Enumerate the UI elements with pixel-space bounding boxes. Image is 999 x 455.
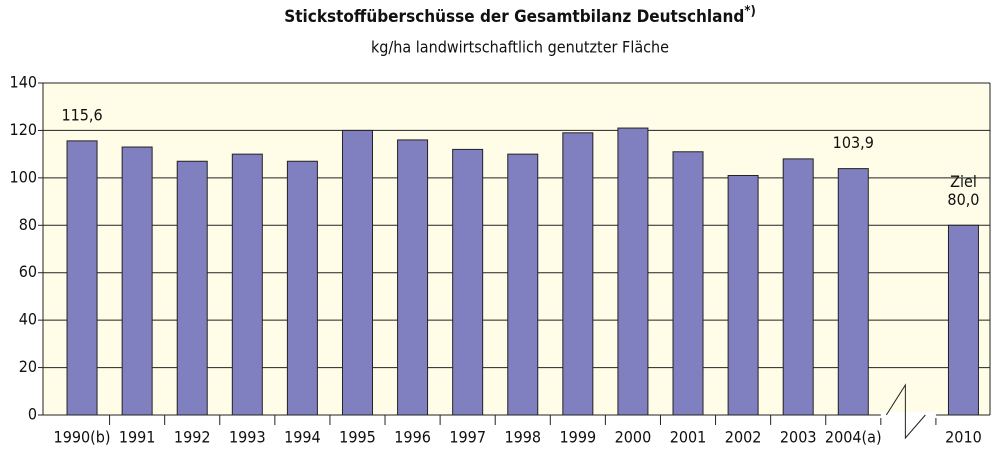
title-text: Stickstoffüberschüsse der Gesamtbilanz D… — [284, 7, 744, 27]
x-tick-label: 1998 — [504, 428, 541, 447]
bar — [397, 139, 429, 416]
bar — [286, 160, 318, 416]
x-tick-label: 1996 — [394, 428, 431, 447]
axis-break-gap — [878, 412, 938, 418]
bar — [947, 224, 979, 416]
x-tick-label: 1990(b) — [54, 428, 111, 447]
x-tick-label: 2002 — [725, 428, 762, 447]
value-label: 103,9 — [833, 133, 874, 152]
bar — [66, 140, 98, 416]
x-tick-label: 2010 — [945, 428, 982, 447]
x-tick-label: 2003 — [780, 428, 817, 447]
bar — [727, 174, 759, 416]
chart-title: Stickstoffüberschüsse der Gesamtbilanz D… — [284, 4, 756, 28]
bar — [672, 151, 704, 416]
y-tick-label: 80 — [19, 215, 37, 234]
x-tick-label: 2004(a) — [825, 428, 882, 447]
x-tick-label: 2000 — [615, 428, 652, 447]
chart-subtitle: kg/ha landwirtschaftlich genutzter Fläch… — [371, 38, 669, 57]
bar — [231, 153, 263, 416]
bar — [782, 158, 814, 416]
bar — [452, 148, 484, 416]
bar — [617, 127, 649, 416]
bar — [507, 153, 539, 416]
bar — [562, 132, 594, 416]
value-label: 115,6 — [61, 105, 102, 124]
bar — [176, 160, 208, 416]
axis-break — [885, 383, 926, 440]
y-tick-label: 100 — [10, 167, 37, 186]
y-tick-label: 120 — [10, 120, 37, 139]
bar — [341, 129, 373, 416]
value-label: 80,0 — [947, 190, 979, 209]
y-tick-label: 20 — [19, 357, 37, 376]
bar — [121, 146, 153, 416]
x-tick-label: 1992 — [174, 428, 211, 447]
title-note: *) — [744, 4, 755, 19]
x-tick-label: 1995 — [339, 428, 376, 447]
y-tick-label: 60 — [19, 262, 37, 281]
x-tick-label: 1993 — [229, 428, 266, 447]
y-tick-label: 40 — [19, 310, 37, 329]
x-tick-label: 2001 — [670, 428, 707, 447]
annotation: Ziel — [950, 172, 977, 191]
y-tick-label: 140 — [10, 73, 37, 92]
x-tick-label: 1997 — [449, 428, 486, 447]
x-tick-label: 1994 — [284, 428, 321, 447]
bar — [837, 168, 869, 416]
x-tick-label: 1999 — [560, 428, 597, 447]
x-tick-label: 1991 — [119, 428, 156, 447]
y-tick-label: 0 — [28, 405, 37, 424]
